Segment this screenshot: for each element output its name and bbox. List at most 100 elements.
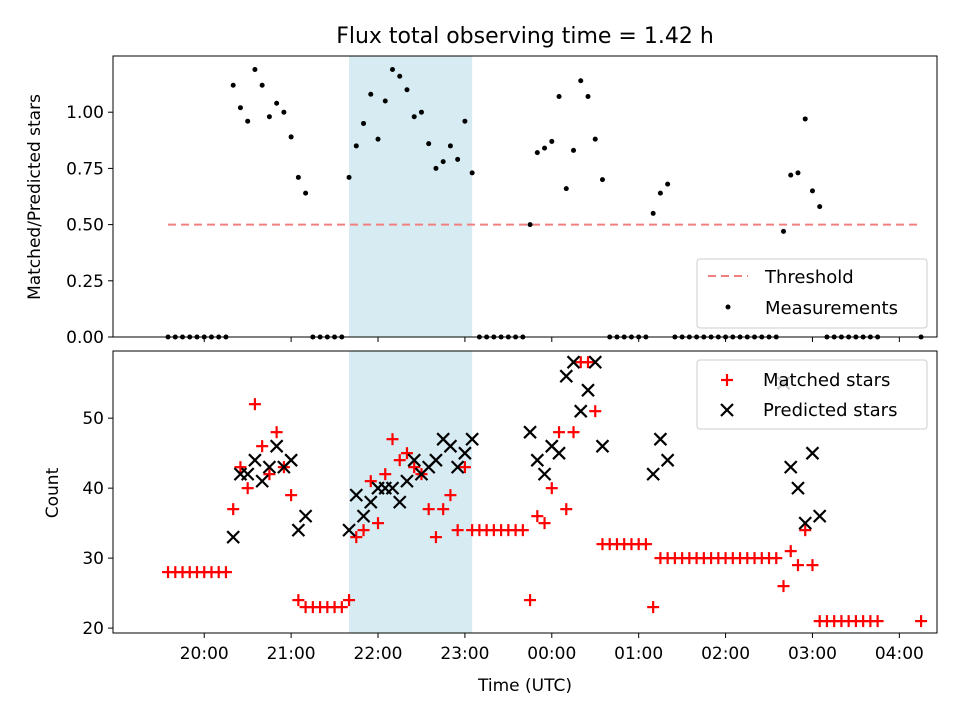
predicted-star-point	[400, 474, 414, 488]
predicted-star-stroke-b	[588, 355, 603, 369]
predicted-star-stroke-b	[450, 460, 465, 474]
predicted-star-point	[653, 432, 668, 446]
matched-star-point	[770, 552, 783, 565]
measurement-point	[599, 177, 605, 183]
predicted-star-stroke-b	[255, 474, 269, 488]
measurement-point	[665, 181, 671, 187]
bottom-x-tick-label: 20:00	[180, 644, 229, 664]
measurement-point	[418, 109, 424, 115]
measurement-point	[809, 188, 815, 194]
predicted-star-stroke-b	[284, 453, 298, 467]
predicted-star-stroke-b	[523, 425, 537, 439]
measurement-point	[563, 186, 569, 192]
matched-star-point	[647, 601, 660, 614]
predicted-star-point	[530, 453, 545, 467]
predicted-star-point	[407, 453, 421, 467]
matched-star-point	[364, 475, 377, 488]
matched-star-point	[357, 524, 370, 537]
matched-star-point	[545, 482, 558, 495]
legend-measurements-label: Measurements	[765, 298, 898, 319]
top-panel: 0.00 0.25 0.50 0.75 1.00 Flux total observin…	[25, 24, 938, 348]
predicted-star-stroke-b	[783, 460, 798, 474]
predicted-star-stroke-b	[798, 516, 812, 530]
matched-star-point	[227, 503, 240, 516]
legend-measurements-swatch	[725, 304, 731, 310]
predicted-star-stroke-b	[660, 453, 675, 467]
predicted-star-stroke-b	[400, 474, 414, 488]
predicted-star-stroke-b	[552, 446, 566, 460]
predicted-star-point	[429, 453, 443, 467]
measurement-point	[556, 93, 562, 99]
chart-title: Flux total observing time = 1.42 h	[336, 24, 714, 49]
matched-star-point	[915, 615, 928, 628]
top-y-tick-label: 0.00	[66, 328, 104, 348]
bottom-y-axis: 20 30 40 50	[82, 409, 113, 639]
matched-star-point	[538, 517, 551, 530]
predicted-star-point	[392, 495, 407, 509]
predicted-star-point	[646, 467, 660, 481]
predicted-star-point	[284, 453, 298, 467]
top-y-tick-label: 0.50	[66, 216, 104, 236]
predicted-star-stroke-b	[226, 530, 240, 544]
predicted-star-point	[240, 467, 255, 481]
matched-star-point	[553, 426, 566, 439]
bottom-shaded-region	[349, 351, 473, 633]
matched-star-point	[263, 468, 276, 481]
matched-star-point	[379, 468, 392, 481]
predicted-star-stroke-b	[436, 432, 450, 446]
predicted-star-stroke-b	[646, 467, 660, 481]
measurement-point	[368, 91, 374, 97]
top-shaded-region	[349, 56, 473, 337]
bottom-y-axis-label: Count	[43, 467, 63, 518]
predicted-star-stroke-b	[240, 467, 255, 481]
top-y-axis: 0.00 0.25 0.50 0.75 1.00	[66, 103, 113, 348]
top-y-tick-label: 1.00	[66, 103, 104, 123]
bottom-y-tick-label: 30	[82, 549, 104, 569]
matched-star-point	[444, 489, 457, 502]
predicted-star-point	[573, 404, 588, 418]
bottom-x-tick-label: 00:00	[527, 644, 576, 664]
bottom-plot-frame	[112, 350, 938, 634]
bottom-x-axis: 20:00 21:00 22:00 23:00 00:00 01:00 02:00 03:00…	[180, 633, 924, 664]
measurement-point	[411, 114, 417, 120]
matched-star-point	[350, 531, 363, 544]
matched-star-point	[429, 531, 442, 544]
bottom-x-tick-label: 02:00	[701, 644, 750, 664]
predicted-star-point	[262, 460, 277, 474]
predicted-star-point	[291, 523, 306, 537]
predicted-stars-series	[226, 355, 827, 544]
predicted-star-stroke-b	[356, 509, 371, 523]
measurement-point	[650, 210, 656, 216]
measurement-point	[274, 100, 280, 106]
predicted-star-stroke-b	[342, 523, 356, 537]
measurement-point	[571, 147, 577, 153]
bottom-y-tick-label: 40	[82, 479, 104, 499]
predicted-star-stroke-b	[407, 453, 421, 467]
predicted-star-point	[783, 460, 798, 474]
measurement-point	[281, 109, 287, 115]
bottom-legend: Matched stars Predicted stars	[696, 359, 928, 430]
predicted-star-point	[595, 439, 610, 453]
predicted-star-point	[385, 481, 400, 495]
top-y-tick-label: 0.75	[66, 159, 104, 179]
measurement-point	[252, 66, 258, 72]
matched-star-point	[458, 461, 471, 474]
measurement-point	[542, 145, 548, 151]
top-y-tick-label: 0.25	[66, 272, 104, 292]
measurement-point	[397, 73, 403, 79]
bottom-legend-box	[696, 359, 928, 430]
matched-star-point	[256, 440, 269, 453]
predicted-star-point	[255, 474, 269, 488]
predicted-star-stroke-b	[573, 404, 588, 418]
predicted-star-stroke-b	[429, 453, 443, 467]
measurement-point	[657, 190, 663, 196]
measurement-point	[462, 118, 468, 124]
matched-star-point	[806, 559, 819, 572]
measurement-point	[266, 114, 272, 120]
matched-star-point	[386, 433, 399, 446]
matched-star-point	[393, 454, 406, 467]
measurement-point	[382, 98, 388, 104]
measurement-point	[389, 66, 395, 72]
legend-predicted-label: Predicted stars	[763, 400, 897, 421]
predicted-star-stroke-b	[581, 383, 595, 397]
